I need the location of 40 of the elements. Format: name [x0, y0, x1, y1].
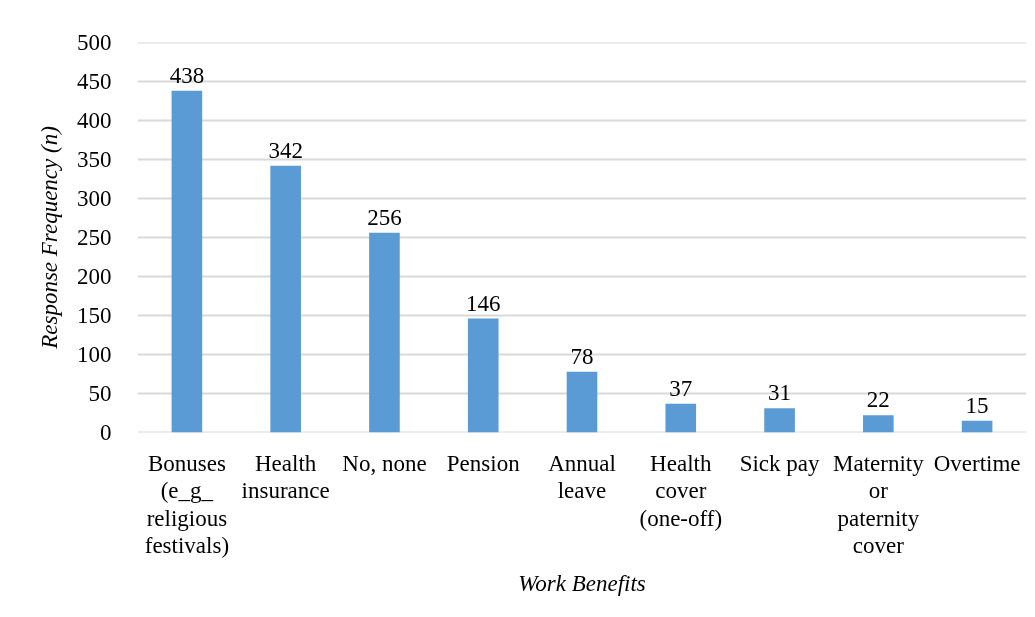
- x-tick-label: Bonuses (e_g_ religious festivals): [144, 450, 230, 558]
- x-tick-label: Pension: [446, 450, 521, 476]
- x-tick-label: Sick pay: [739, 450, 820, 476]
- bar: [764, 408, 795, 433]
- x-tick-label: Overtime: [933, 450, 1021, 476]
- y-tick-label: 350: [77, 147, 112, 172]
- data-label: 15: [965, 392, 989, 418]
- y-tick-label: 400: [77, 108, 112, 133]
- y-axis-title: Response Frequency (n): [37, 126, 62, 350]
- x-tick-label: Health cover (one-off): [639, 450, 723, 531]
- bar: [369, 232, 400, 433]
- y-tick-label: 300: [77, 186, 112, 211]
- x-tick-label: Maternity or paternity cover: [832, 450, 925, 558]
- y-tick-label: 200: [77, 264, 112, 289]
- data-label: 342: [268, 137, 303, 163]
- data-label: 438: [169, 62, 205, 88]
- bar: [171, 90, 203, 433]
- bar: [566, 371, 598, 433]
- x-tick-label: Health insurance: [241, 450, 330, 503]
- x-axis-title: Work Benefits: [518, 571, 646, 596]
- bar: [467, 318, 499, 433]
- y-tick-label: 0: [100, 420, 112, 445]
- bar: [961, 420, 993, 433]
- data-label: 22: [866, 387, 890, 413]
- data-label: 37: [669, 375, 693, 401]
- bar: [270, 165, 301, 433]
- x-tick-label: Annual leave: [548, 450, 616, 503]
- y-tick-label: 50: [88, 381, 112, 406]
- y-tick-label: 500: [77, 30, 112, 55]
- data-label: 256: [367, 204, 402, 230]
- y-tick-label: 150: [77, 303, 112, 328]
- y-tick-label: 100: [77, 342, 112, 367]
- x-tick-label: No, none: [342, 450, 427, 476]
- data-label: 78: [570, 343, 594, 369]
- y-tick-label: 450: [77, 69, 112, 94]
- bar: [863, 415, 894, 433]
- bar: [665, 403, 697, 433]
- data-label: 146: [465, 290, 501, 316]
- y-tick-label: 250: [77, 225, 112, 250]
- data-label: 31: [768, 380, 792, 406]
